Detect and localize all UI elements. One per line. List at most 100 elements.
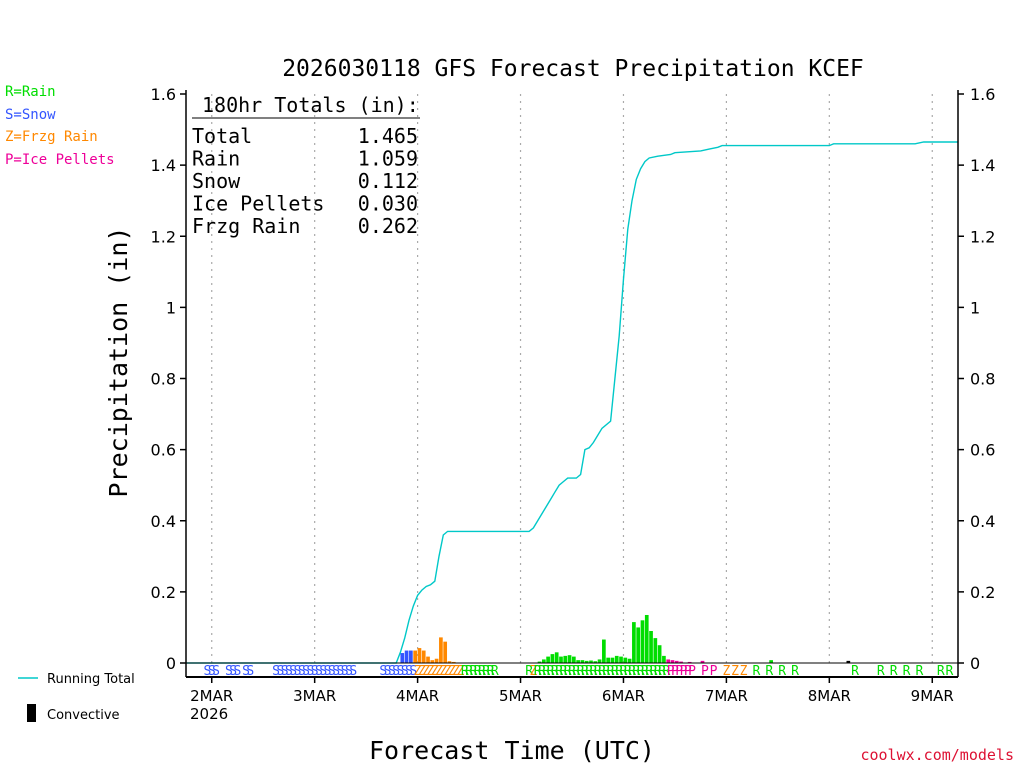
precip-type-letter: S <box>349 664 357 679</box>
precip-bar <box>580 660 585 663</box>
precip-type-letter: Z <box>427 664 435 679</box>
y-tick-label-right: 1.2 <box>970 227 995 246</box>
precip-type-letter: R <box>594 664 602 679</box>
chart-title: 2026030118 GFS Forecast Precipitation KC… <box>282 56 864 82</box>
precip-type-letter: R <box>568 664 576 679</box>
precip-type-letter: P <box>675 664 683 679</box>
precip-type-letter: R <box>572 664 580 679</box>
precip-type-letter: P <box>710 664 718 679</box>
y-tick-label: 0.6 <box>151 441 176 460</box>
precip-type-letter: P <box>684 664 692 679</box>
precip-type-letter: Z <box>529 664 537 679</box>
site-credit: coolwx.com/models <box>860 746 1014 764</box>
series-legend: Running Total Convective <box>18 672 135 723</box>
precip-type-letter: P <box>671 664 679 679</box>
x-tick-label: 2MAR <box>190 687 233 705</box>
y-tick-label: 0 <box>166 654 176 673</box>
precip-type-letter: Z <box>722 664 730 679</box>
precip-type-letter: R <box>611 664 619 679</box>
precip-bars <box>400 614 851 663</box>
precip-type-letter: R <box>555 664 563 679</box>
precip-type-letter: R <box>581 664 589 679</box>
precip-type-letter: R <box>615 664 623 679</box>
precip-type-letter: R <box>654 664 662 679</box>
x-tick-label: 7MAR <box>705 687 748 705</box>
precip-type-letter: R <box>903 664 911 679</box>
precip-type-letter: R <box>547 664 555 679</box>
totals-row-label: Ice Pellets <box>192 192 324 216</box>
precip-type-letter: R <box>585 664 593 679</box>
precip-type-letter: R <box>491 664 499 679</box>
precip-type-letter: Z <box>422 664 430 679</box>
y-tick-label: 0.8 <box>151 370 176 389</box>
precip-type-letter: R <box>607 664 615 679</box>
precip-bar <box>421 650 426 663</box>
precip-type-letter: S <box>225 664 233 679</box>
legend-ice-pellets: P=Ice Pellets <box>5 152 115 168</box>
precip-bar <box>649 630 653 663</box>
precip-type-letter: S <box>302 664 310 679</box>
y-tick-label-right: 0.6 <box>970 441 995 460</box>
precip-type-letter: P <box>688 664 696 679</box>
precip-type-letter: Z <box>740 664 748 679</box>
x-axis-label: Forecast Time (UTC) <box>369 736 655 765</box>
y-tick-label-right: 1 <box>970 298 980 317</box>
precip-type-legend: R=Rain S=Snow Z=Frzg Rain P=Ice Pellets <box>5 84 115 168</box>
precip-bar <box>636 627 641 663</box>
y-tick-label: 1 <box>166 298 176 317</box>
y-axis-right-ticks: 0 0.2 0.4 0.6 0.8 1 1.2 1.4 1.6 <box>958 85 995 673</box>
precip-type-letter: S <box>384 664 392 679</box>
y-tick-label: 1.4 <box>151 156 176 175</box>
precip-type-letter: S <box>311 664 319 679</box>
precip-bar <box>623 657 628 663</box>
precip-type-letter: R <box>474 664 482 679</box>
precip-type-letter: S <box>281 664 289 679</box>
precip-type-letter: Z <box>431 664 439 679</box>
precip-type-letter: S <box>332 664 340 679</box>
precip-bar <box>426 656 430 663</box>
precip-type-letter: Z <box>457 664 465 679</box>
precip-bar <box>602 639 606 663</box>
precip-type-letter: R <box>482 664 490 679</box>
precip-type-letter: R <box>877 664 885 679</box>
precip-type-letter: R <box>598 664 606 679</box>
precip-type-letter: R <box>641 664 649 679</box>
precip-bar <box>404 650 409 663</box>
precip-bar <box>430 660 435 663</box>
precip-bar <box>666 659 671 663</box>
precip-type-letter: R <box>590 664 598 679</box>
precip-bar <box>409 650 413 663</box>
y-tick-label: 1.6 <box>151 85 176 104</box>
precip-type-letter: Z <box>452 664 460 679</box>
precip-type-letter: P <box>701 664 709 679</box>
x-tick-label: 8MAR <box>808 687 851 705</box>
precip-bar <box>447 661 452 663</box>
running-total-line <box>186 141 958 664</box>
totals-box: 180hr Totals (in): Total 1.465 Rain 1.059 Sn… <box>192 93 420 238</box>
legend-convective: Convective <box>47 708 120 723</box>
precip-bar <box>576 660 580 663</box>
precip-type-letter: S <box>298 664 306 679</box>
precip-type-letter: S <box>208 664 216 679</box>
precip-bar <box>589 660 593 663</box>
precip-bar <box>417 648 422 663</box>
precip-type-letter: R <box>560 664 568 679</box>
precip-type-letter: R <box>753 664 761 679</box>
precip-type-letter: R <box>645 664 653 679</box>
precip-type-letter: S <box>397 664 405 679</box>
precip-bar <box>846 660 851 663</box>
gridlines <box>211 94 933 663</box>
x-axis-ticks: 2MAR 3MAR 4MAR 5MAR 6MAR 7MAR 8MAR 9MAR <box>190 677 954 705</box>
precip-bar <box>593 661 598 663</box>
totals-rows: Total 1.465 Rain 1.059 Snow 0.112 Ice Pellets 0… <box>192 124 418 238</box>
precip-bar <box>627 658 632 663</box>
y-tick-label-right: 1.6 <box>970 85 995 104</box>
precip-bar <box>657 645 662 663</box>
precip-bar <box>451 661 456 663</box>
precip-bar <box>653 638 658 663</box>
totals-row-label: Frzg Rain <box>192 214 300 238</box>
totals-row-label: Total <box>192 124 252 148</box>
totals-row-value: 1.465 <box>358 124 418 148</box>
precip-bar <box>597 659 602 663</box>
